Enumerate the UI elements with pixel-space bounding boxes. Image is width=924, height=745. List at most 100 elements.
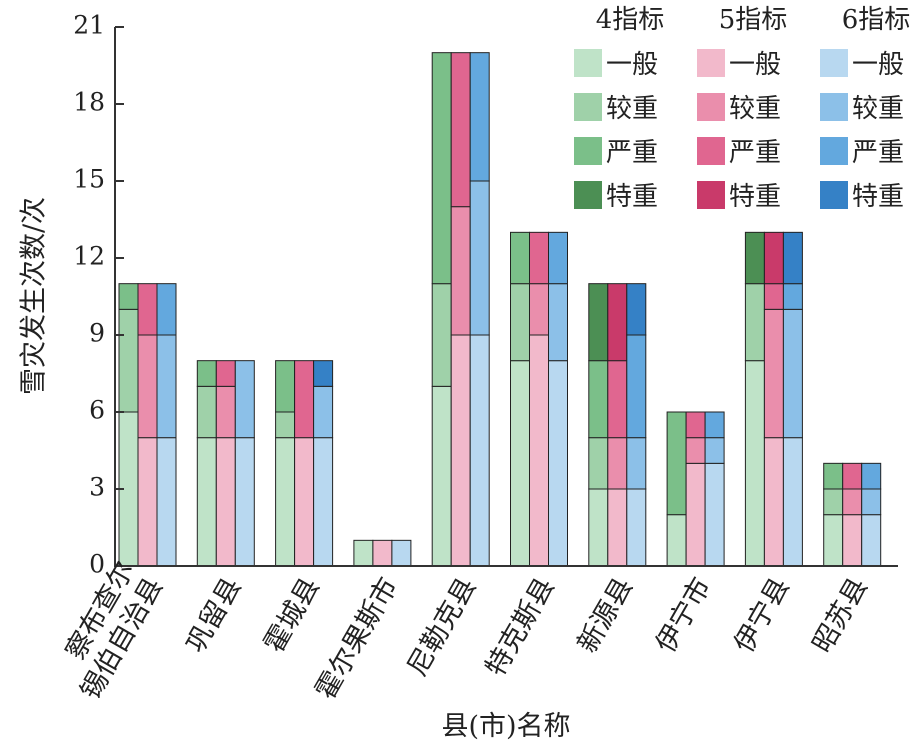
y-tick-label: 9 <box>89 319 105 348</box>
x-axis-title: 县(市)名称 <box>441 711 570 742</box>
legend-swatch <box>820 93 848 121</box>
bar-segment <box>607 488 628 567</box>
legend-swatch <box>574 93 602 121</box>
bar-segment <box>469 180 490 336</box>
bar-segment <box>137 437 158 567</box>
bar-segment <box>450 206 471 336</box>
bar-segment <box>704 462 725 567</box>
x-tick-label: 伊宁市 <box>650 573 717 659</box>
x-tick-label: 昭苏县 <box>807 573 874 659</box>
bar-segment <box>196 360 217 387</box>
x-tick-label-group: 新源县 <box>572 573 639 659</box>
bar-segment <box>548 360 568 567</box>
bar-segment <box>685 411 706 439</box>
bar-segment <box>431 385 452 567</box>
bar-segment <box>353 539 374 567</box>
bar-segment <box>685 462 706 567</box>
y-tick-label: 18 <box>73 88 105 117</box>
bar-segment <box>275 360 296 413</box>
bar-segment <box>234 360 255 439</box>
bar-segment <box>548 283 568 362</box>
legend-label: 较重 <box>852 94 904 124</box>
x-tick-label-group: 昭苏县 <box>807 573 874 659</box>
bar-segment <box>588 488 609 567</box>
bar-segment <box>626 283 647 336</box>
bar-segment <box>294 437 315 567</box>
legend-group-title: 4指标 <box>596 5 665 35</box>
bar-segment <box>607 360 628 439</box>
x-tick-label-group: 伊宁市 <box>650 573 717 659</box>
bar-segment <box>842 488 863 516</box>
bar-segment <box>861 488 882 516</box>
bar-segment <box>372 539 393 567</box>
legend-label: 特重 <box>852 182 904 212</box>
y-tick-label: 15 <box>73 165 105 194</box>
bar-segment <box>823 462 844 490</box>
legend-label: 特重 <box>606 182 658 212</box>
x-tick-label-group: 特克斯县 <box>480 573 561 682</box>
bar-segment <box>294 360 315 439</box>
bar-segment <box>548 231 568 285</box>
bar-segment <box>529 283 549 336</box>
y-tick-label: 3 <box>89 473 105 502</box>
bar-segment <box>313 385 334 439</box>
bar-segment <box>215 437 236 567</box>
y-tick-label: 12 <box>73 242 105 271</box>
x-tick-label-group: 霍尔果斯市 <box>310 573 404 705</box>
bar-segment <box>782 308 803 439</box>
bar-segment <box>744 231 765 285</box>
bar-segment <box>234 437 255 567</box>
bar-segment <box>607 283 628 362</box>
legend-group-title: 5指标 <box>719 5 788 35</box>
bar-segment <box>626 334 647 439</box>
bar-segment <box>215 385 236 439</box>
x-tick-label: 伊宁县 <box>728 573 795 659</box>
bar-segment <box>823 488 844 516</box>
bar-segment <box>431 283 452 387</box>
bar-segment <box>763 308 784 439</box>
legend-swatch <box>697 49 725 77</box>
bar-segment <box>118 308 139 413</box>
legend-label: 严重 <box>606 138 658 168</box>
bar-segment <box>842 514 863 567</box>
legend-swatch <box>820 181 848 209</box>
bar-segment <box>588 360 609 439</box>
bar-segment <box>510 360 530 567</box>
bar-segment <box>626 488 647 567</box>
axes-layer <box>114 27 898 567</box>
bar-segment <box>196 437 217 567</box>
x-tick-label: 巩留县 <box>180 573 247 659</box>
legend-swatch <box>574 49 602 77</box>
bar-segment <box>118 283 139 310</box>
bar-segment <box>704 437 725 464</box>
legend-label: 严重 <box>729 138 781 168</box>
legend-label: 一般 <box>852 50 904 80</box>
bar-segment <box>607 437 628 490</box>
bar-segment <box>529 231 549 285</box>
bar-segment <box>391 539 412 567</box>
bar-segment <box>666 514 687 567</box>
bars-layer <box>118 52 882 567</box>
legend-swatch <box>820 49 848 77</box>
x-tick-label-group: 巩留县 <box>180 573 247 659</box>
bar-segment <box>744 360 765 567</box>
legend-swatch <box>697 137 725 165</box>
bar-segment <box>450 52 471 208</box>
bar-segment <box>275 411 296 439</box>
x-tick-label-group: 伊宁县 <box>728 573 795 659</box>
legend-label: 一般 <box>729 50 781 80</box>
bar-segment <box>510 283 530 362</box>
bar-segment <box>510 231 530 285</box>
bar-segment <box>744 283 765 362</box>
bar-segment <box>861 462 882 490</box>
bar-segment <box>704 411 725 439</box>
bar-segment <box>782 231 803 285</box>
y-tick-label: 21 <box>73 11 105 40</box>
bar-segment <box>450 334 471 567</box>
bar-segment <box>782 283 803 310</box>
bar-segment <box>137 283 158 336</box>
